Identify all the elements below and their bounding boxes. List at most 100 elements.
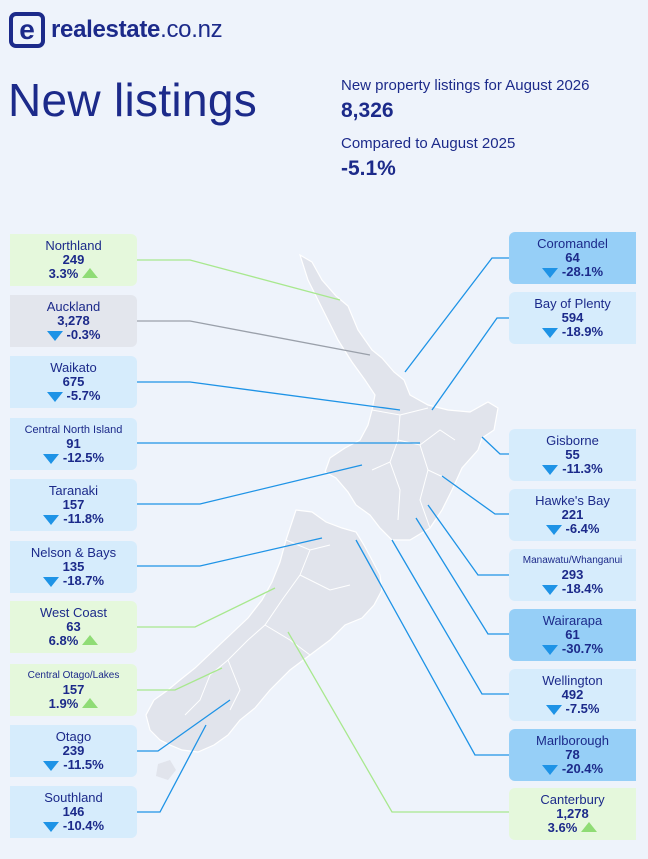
arrow-down-icon (545, 704, 562, 715)
region-count: 55 (565, 447, 580, 462)
region-card-bay-of-plenty[interactable]: Bay of Plenty 594 -18.9% (509, 292, 636, 344)
region-count: 157 (62, 497, 85, 512)
region-change: -5.7% (66, 388, 101, 403)
region-card-coromandel[interactable]: Coromandel 64 -28.1% (509, 232, 636, 284)
arrow-down-icon (541, 584, 558, 595)
region-change: 1.9% (48, 696, 79, 711)
brand-name: realestate (51, 16, 161, 43)
arrow-down-icon (46, 391, 63, 402)
region-name: Gisborne (546, 433, 599, 448)
region-count: 293 (561, 567, 584, 582)
page-title: New listings (8, 74, 258, 126)
region-count: 63 (66, 619, 81, 634)
summary-stats: New property listings for August 2026 8,… (341, 77, 589, 181)
region-count: 221 (561, 507, 584, 522)
connector-west-coast (137, 587, 276, 628)
region-card-taranaki[interactable]: Taranaki 157 -11.8% (10, 479, 137, 531)
region-name: Auckland (46, 299, 101, 314)
listings-label: New property listings for August 2026 (341, 77, 590, 94)
region-card-central-north-island[interactable]: Central North Island 91 -12.5% (10, 418, 137, 470)
region-count: 1,278 (556, 806, 589, 821)
connector-manawatu (427, 504, 509, 576)
arrow-down-icon (43, 760, 60, 771)
region-change: 3.3% (48, 266, 79, 281)
region-card-canterbury[interactable]: Canterbury 1,278 3.6% (509, 788, 636, 840)
region-card-wellington[interactable]: Wellington 492 -7.5% (509, 669, 636, 721)
connector-northland (137, 259, 341, 301)
region-card-southland[interactable]: Southland 146 -10.4% (10, 786, 137, 838)
region-count: 3,278 (57, 313, 90, 328)
region-count: 78 (565, 747, 580, 762)
region-card-gisborne[interactable]: Gisborne 55 -11.3% (509, 429, 636, 481)
arrow-down-icon (42, 821, 59, 832)
region-change: -28.1% (561, 264, 604, 279)
connector-waikato (137, 381, 401, 411)
connector-southland (137, 724, 207, 813)
region-card-hawkes-bay[interactable]: Hawke's Bay 221 -6.4% (509, 489, 636, 541)
south-island-shape (145, 509, 383, 753)
connector-bay-of-plenty (431, 317, 509, 411)
compare-label: Compared to August 2025 (341, 135, 516, 152)
arrow-up-icon (82, 267, 99, 278)
region-change: -30.7% (561, 641, 604, 656)
region-card-nelson-bays[interactable]: Nelson & Bays 135 -18.7% (10, 541, 137, 593)
arrow-down-icon (541, 764, 558, 775)
region-card-northland[interactable]: Northland 249 3.3% (10, 234, 137, 286)
connector-wellington (391, 539, 509, 695)
region-name: Hawke's Bay (535, 493, 610, 508)
region-name: Wairarapa (542, 613, 603, 628)
region-card-marlborough[interactable]: Marlborough 78 -20.4% (509, 729, 636, 781)
compare-value: -5.1% (341, 157, 396, 180)
connector-gisborne (481, 436, 509, 455)
region-count: 146 (62, 804, 85, 819)
region-card-otago[interactable]: Otago 239 -11.5% (10, 725, 137, 777)
region-name: Bay of Plenty (534, 296, 611, 311)
region-name: Nelson & Bays (30, 545, 117, 560)
region-card-waikato[interactable]: Waikato 675 -5.7% (10, 356, 137, 408)
arrow-down-icon (42, 453, 59, 464)
region-change: -11.5% (63, 757, 104, 772)
region-card-wairarapa[interactable]: Wairarapa 61 -30.7% (509, 609, 636, 661)
connector-wairarapa (415, 517, 509, 635)
region-count: 91 (66, 436, 81, 451)
brand-logo[interactable]: e realestate.co.nz (9, 12, 223, 48)
south-island-borders (184, 539, 351, 716)
region-name: Wellington (542, 673, 603, 688)
arrow-down-icon (541, 644, 558, 655)
stewart-island-shape (156, 760, 176, 780)
region-card-auckland[interactable]: Auckland 3,278 -0.3% (10, 295, 137, 347)
region-change: -18.9% (561, 324, 604, 339)
region-name: Coromandel (537, 236, 608, 251)
north-island-shape (298, 253, 499, 541)
region-card-west-coast[interactable]: West Coast 63 6.8% (10, 601, 137, 653)
region-name: Otago (55, 729, 92, 744)
region-count: 594 (561, 310, 584, 325)
north-island-borders (371, 407, 456, 529)
arrow-down-icon (43, 514, 60, 525)
region-card-manawatu-whanganui[interactable]: Manawatu/Whanganui 293 -18.4% (509, 549, 636, 601)
region-change: -11.3% (562, 461, 603, 476)
arrow-down-icon (42, 576, 59, 587)
region-change: -0.3% (66, 327, 101, 342)
region-name: Southland (44, 790, 103, 805)
arrow-down-icon (545, 524, 562, 535)
arrow-up-icon (82, 634, 99, 645)
connector-canterbury (287, 631, 509, 813)
region-change: 3.6% (547, 820, 578, 835)
connector-central-otago (137, 667, 223, 691)
region-name: Northland (45, 238, 102, 253)
connector-hawkes-bay (441, 475, 509, 515)
region-change: -20.4% (561, 761, 604, 776)
arrow-down-icon (541, 267, 558, 278)
brand-wordmark: realestate.co.nz (51, 16, 223, 44)
region-name: Marlborough (536, 733, 609, 748)
region-count: 64 (565, 250, 580, 265)
region-count: 239 (62, 743, 85, 758)
region-name: Canterbury (540, 792, 605, 807)
region-name: Taranaki (48, 483, 99, 498)
region-card-central-otago-lakes[interactable]: Central Otago/Lakes 157 1.9% (10, 664, 137, 716)
region-change: -18.7% (62, 573, 105, 588)
connector-nelson-bays (137, 537, 323, 567)
region-count: 492 (561, 687, 584, 702)
